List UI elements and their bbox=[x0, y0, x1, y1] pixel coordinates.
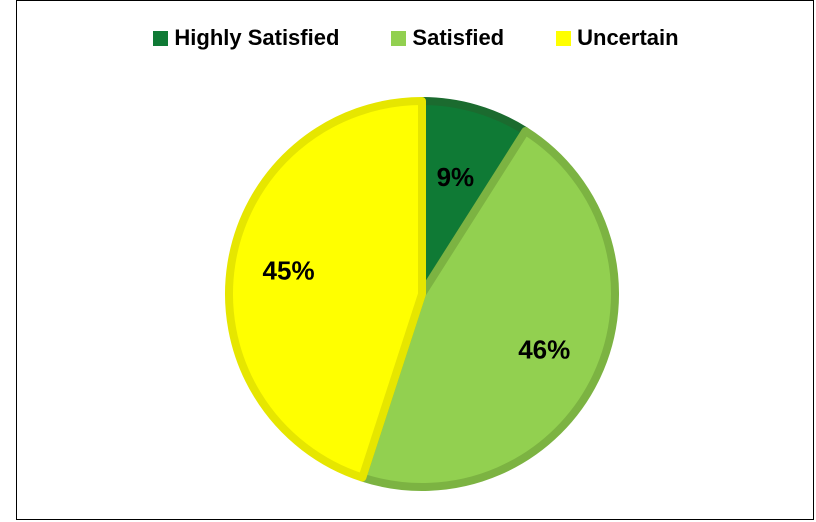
legend-item-uncertain: Uncertain bbox=[556, 25, 679, 51]
legend-item-highly-satisfied: Highly Satisfied bbox=[153, 25, 339, 51]
data-label-satisfied: 46% bbox=[518, 334, 570, 364]
legend: Highly Satisfied Satisfied Uncertain bbox=[17, 25, 815, 51]
pie-chart: 9% 46% 45% bbox=[225, 97, 619, 491]
legend-swatch-uncertain bbox=[556, 30, 572, 46]
data-label-uncertain: 45% bbox=[263, 256, 315, 286]
chart-area: Highly Satisfied Satisfied Uncertain 9% 4… bbox=[16, 0, 814, 520]
pie-slice-satisfied bbox=[358, 127, 619, 491]
legend-swatch-satisfied bbox=[391, 30, 407, 46]
pie-slice-uncertain bbox=[225, 97, 426, 482]
legend-item-satisfied: Satisfied bbox=[391, 25, 504, 51]
legend-label-uncertain: Uncertain bbox=[577, 25, 679, 50]
data-label-highly-satisfied: 9% bbox=[437, 162, 475, 192]
legend-swatch-highly-satisfied bbox=[153, 30, 169, 46]
legend-label-highly-satisfied: Highly Satisfied bbox=[174, 25, 340, 50]
legend-label-satisfied: Satisfied bbox=[412, 25, 505, 50]
